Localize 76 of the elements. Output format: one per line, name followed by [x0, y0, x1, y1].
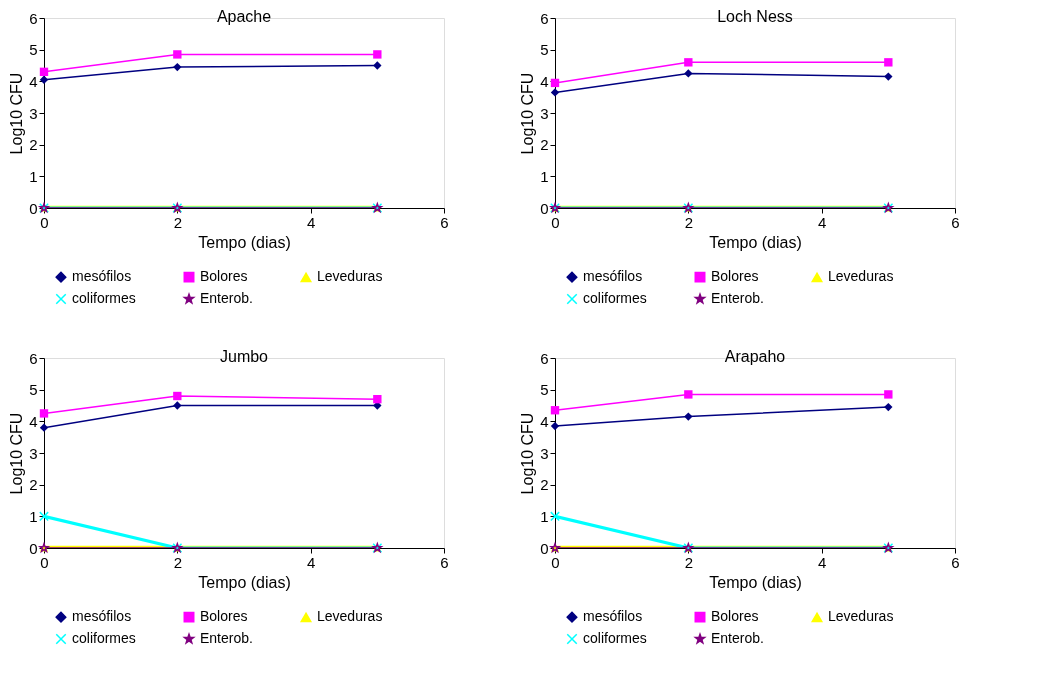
y-tick-label: 1: [29, 167, 38, 185]
y-tick-label: 6: [540, 9, 549, 27]
y-tick-label: 4: [29, 412, 38, 430]
x-axis-title: Tempo (dias): [198, 573, 291, 591]
x-tick-label: 2: [684, 213, 694, 231]
x-tick-label: 4: [817, 553, 827, 571]
y-tick-label: 0: [29, 539, 38, 557]
legend-label: Bolores: [200, 608, 248, 625]
legend-label: mesófilos: [583, 268, 643, 285]
y-tick-label: 2: [29, 136, 38, 154]
y-tick-label: 4: [540, 412, 549, 430]
y-tick-label: 2: [540, 476, 549, 494]
y-tick-label: 3: [29, 444, 38, 462]
y-tick-label: 0: [29, 199, 38, 217]
legend-label: Leveduras: [317, 268, 383, 285]
y-tick-label: 0: [540, 199, 549, 217]
x-tick-label: 6: [951, 553, 960, 571]
y-tick-label: 5: [29, 41, 38, 59]
legend-label: coliformes: [583, 290, 647, 306]
legend-label: Enterob.: [711, 290, 764, 306]
legend-label: Enterob.: [200, 290, 253, 306]
y-tick-label: 5: [540, 41, 549, 59]
x-axis-title: Tempo (dias): [709, 233, 802, 251]
legend-label: Leveduras: [317, 608, 383, 625]
y-tick-label: 2: [540, 136, 549, 154]
y-axis-title: Log10 CFU: [519, 412, 537, 495]
y-tick-label: 6: [29, 9, 38, 27]
y-axis-title: Log10 CFU: [8, 412, 26, 495]
legend-label: Bolores: [200, 268, 248, 285]
x-tick-label: 6: [440, 213, 449, 231]
legend-label: mesófilos: [72, 608, 132, 625]
x-tick-label: 6: [440, 553, 449, 571]
legend-label: Leveduras: [828, 608, 894, 625]
chart-title: Jumbo: [219, 348, 269, 365]
y-tick-label: 5: [29, 381, 38, 399]
x-tick-label: 4: [306, 553, 316, 571]
x-tick-label: 6: [951, 213, 960, 231]
y-tick-label: 5: [540, 381, 549, 399]
legend-label: Enterob.: [200, 630, 253, 646]
y-tick-label: 1: [540, 507, 549, 525]
legend-label: coliformes: [583, 630, 647, 646]
y-tick-label: 6: [540, 349, 549, 367]
y-tick-label: 3: [540, 444, 549, 462]
x-tick-label: 0: [40, 553, 49, 571]
x-axis-title: Tempo (dias): [709, 573, 802, 591]
chart-title: Apache: [216, 8, 272, 25]
legend-label: mesófilos: [72, 268, 132, 285]
y-tick-label: 1: [29, 507, 38, 525]
x-tick-label: 0: [551, 213, 560, 231]
chart-title: Loch Ness: [717, 8, 793, 25]
legend-label: Bolores: [711, 268, 759, 285]
x-axis-title: Tempo (dias): [198, 233, 291, 251]
y-tick-label: 4: [540, 72, 549, 90]
x-tick-label: 2: [173, 553, 183, 571]
legend-label: Enterob.: [711, 630, 764, 646]
x-tick-label: 2: [173, 213, 183, 231]
y-axis-title: Log10 CFU: [8, 72, 26, 155]
legend-label: Bolores: [711, 608, 759, 625]
y-tick-label: 1: [540, 167, 549, 185]
legend-label: coliformes: [72, 290, 136, 306]
x-tick-label: 0: [551, 553, 560, 571]
y-tick-label: 2: [29, 476, 38, 494]
x-tick-label: 4: [817, 213, 827, 231]
y-tick-label: 0: [540, 539, 549, 557]
y-tick-label: 6: [29, 349, 38, 367]
y-tick-label: 4: [29, 72, 38, 90]
y-axis-title: Log10 CFU: [519, 72, 537, 155]
y-tick-label: 3: [540, 104, 549, 122]
x-tick-label: 0: [40, 213, 49, 231]
legend-label: coliformes: [72, 630, 136, 646]
y-tick-label: 3: [29, 104, 38, 122]
legend-label: mesófilos: [583, 608, 643, 625]
legend-label: Leveduras: [828, 268, 894, 285]
x-tick-label: 4: [306, 213, 316, 231]
chart-title: Arapaho: [724, 348, 786, 365]
x-tick-label: 2: [684, 553, 694, 571]
